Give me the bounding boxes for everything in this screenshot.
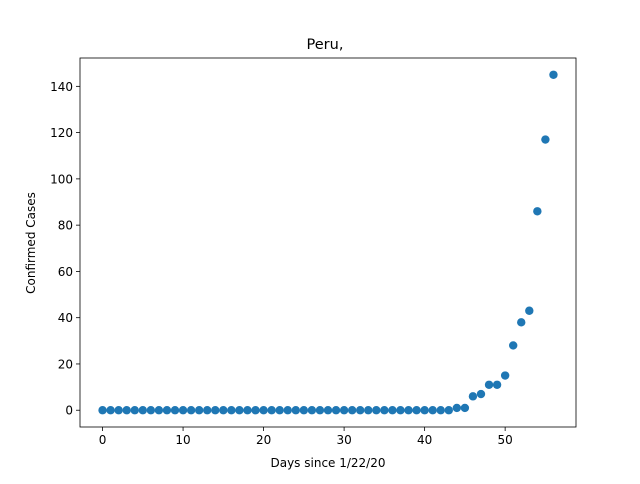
y-tick-label: 80 (58, 219, 73, 233)
data-point (235, 406, 244, 415)
x-axis-label: Days since 1/22/20 (270, 456, 385, 470)
data-point (243, 406, 252, 415)
data-point (508, 341, 518, 350)
data-point (380, 406, 389, 415)
data-point (549, 70, 558, 79)
data-point (219, 406, 228, 415)
data-point (315, 406, 325, 415)
y-tick-label: 0 (65, 404, 73, 418)
y-tick-label: 40 (58, 311, 73, 325)
data-point (347, 406, 357, 415)
y-tick-label: 20 (58, 357, 73, 371)
data-point (162, 406, 172, 415)
data-point (356, 406, 365, 415)
data-point (541, 135, 550, 144)
data-point (396, 406, 405, 415)
x-tick-label: 10 (175, 433, 190, 447)
data-point (130, 406, 139, 415)
data-point (484, 380, 494, 389)
chart-title: Peru, (307, 37, 344, 53)
data-point (178, 406, 188, 415)
data-point (323, 406, 333, 415)
data-point (154, 406, 164, 415)
data-point (404, 406, 413, 415)
data-point (106, 406, 115, 415)
data-point (170, 406, 180, 415)
data-point (227, 406, 236, 415)
data-point (251, 406, 260, 415)
data-points (98, 70, 558, 415)
data-point (372, 406, 381, 415)
data-point (307, 406, 317, 415)
data-point (525, 306, 534, 315)
data-point (500, 371, 510, 380)
data-point (460, 403, 470, 413)
x-axis-ticks: 0 10 20 30 40 50 (99, 427, 513, 447)
data-point (476, 389, 486, 399)
y-tick-label: 120 (50, 126, 73, 140)
data-point (420, 406, 429, 415)
data-point (138, 406, 148, 415)
data-point (364, 406, 373, 415)
y-axis-ticks: 0 20 40 60 80 100 120 140 (50, 80, 80, 418)
data-point (283, 406, 292, 415)
data-point (114, 406, 123, 415)
plot-frame (79, 57, 577, 428)
data-point (428, 406, 437, 415)
data-point (122, 406, 131, 415)
x-tick-label: 20 (256, 433, 271, 447)
y-tick-label: 60 (58, 265, 73, 279)
data-point (412, 406, 421, 415)
data-point (444, 406, 453, 415)
data-point (267, 406, 276, 415)
data-point (468, 392, 478, 401)
data-point (275, 406, 284, 415)
x-tick-label: 30 (336, 433, 351, 447)
data-point (146, 406, 156, 415)
data-point (436, 406, 445, 415)
data-point (492, 380, 502, 389)
x-tick-label: 40 (417, 433, 432, 447)
data-point (533, 207, 542, 216)
data-point (291, 406, 300, 415)
data-point (299, 406, 309, 415)
data-point (259, 406, 268, 415)
data-point (388, 406, 397, 415)
data-point (452, 403, 462, 413)
data-point (339, 406, 349, 415)
x-tick-label: 50 (498, 433, 513, 447)
data-point (211, 406, 220, 415)
y-axis-label: Confirmed Cases (24, 192, 38, 294)
data-point (194, 406, 204, 415)
x-tick-label: 0 (99, 433, 107, 447)
y-tick-label: 140 (50, 80, 73, 94)
data-point (331, 406, 341, 415)
data-point (98, 406, 107, 415)
data-point (203, 406, 212, 415)
data-point (186, 406, 196, 415)
data-point (517, 318, 526, 327)
y-tick-label: 100 (50, 172, 73, 186)
